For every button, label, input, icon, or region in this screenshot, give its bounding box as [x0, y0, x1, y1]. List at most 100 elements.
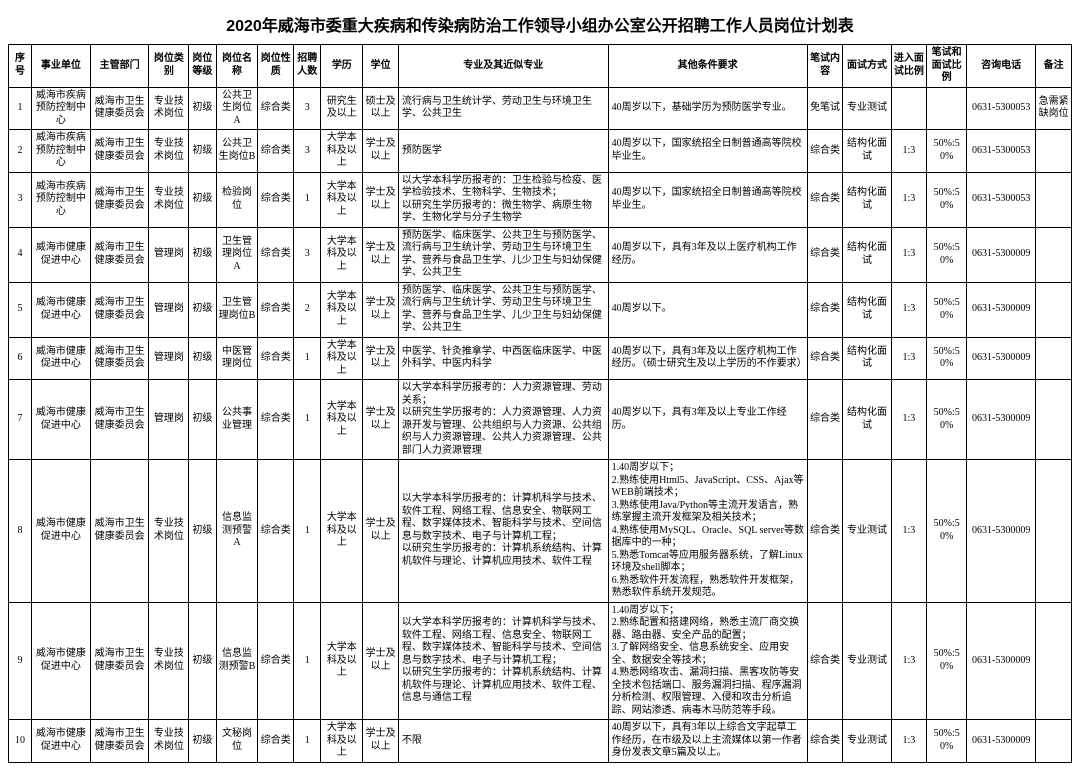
cell-plevel: 初级 — [189, 602, 216, 720]
cell-unit: 威海市疾病预防控制中心 — [32, 130, 91, 173]
cell-r2: 50%:50% — [927, 460, 967, 603]
cell-r2: 50%:50% — [927, 130, 967, 173]
table-row: 4威海市健康促进中心威海市卫生健康委员会管理岗初级卫生管理岗位A综合类3大学本科… — [9, 227, 1072, 282]
cell-other: 40周岁以下，具有3年及以上医疗机构工作经历。（硕士研究生及以上学历的不作要求） — [608, 337, 807, 380]
cell-pnat: 综合类 — [258, 460, 294, 603]
cell-pname: 信息监测预警A — [216, 460, 258, 603]
col-ratio2: 笔试和面试比例 — [927, 45, 967, 88]
cell-major: 流行病与卫生统计学、劳动卫生与环境卫生学、公共卫生 — [398, 87, 608, 130]
cell-dept: 威海市卫生健康委员会 — [90, 460, 149, 603]
cell-seq: 9 — [9, 602, 32, 720]
cell-note — [1036, 130, 1072, 173]
table-row: 10威海市健康促进中心威海市卫生健康委员会专业技术岗位初级文秘岗位综合类1大学本… — [9, 720, 1072, 763]
cell-exam: 综合类 — [807, 337, 843, 380]
cell-seq: 5 — [9, 282, 32, 337]
cell-phone: 0631-5300009 — [967, 337, 1036, 380]
cell-r1: 1:3 — [891, 380, 927, 460]
table-row: 7威海市健康促进中心威海市卫生健康委员会管理岗初级公共事业管理综合类1大学本科及… — [9, 380, 1072, 460]
cell-pnat: 综合类 — [258, 87, 294, 130]
cell-unit: 威海市疾病预防控制中心 — [32, 172, 91, 227]
cell-phone: 0631-5300009 — [967, 720, 1036, 763]
cell-seq: 10 — [9, 720, 32, 763]
cell-exam: 综合类 — [807, 602, 843, 720]
cell-note — [1036, 337, 1072, 380]
cell-r1: 1:3 — [891, 282, 927, 337]
cell-intv: 结构化面试 — [843, 172, 891, 227]
table-row: 1威海市疾病预防控制中心威海市卫生健康委员会专业技术岗位初级公共卫生岗位A综合类… — [9, 87, 1072, 130]
cell-exam: 综合类 — [807, 380, 843, 460]
cell-intv: 结构化面试 — [843, 337, 891, 380]
cell-note — [1036, 460, 1072, 603]
cell-exam: 综合类 — [807, 460, 843, 603]
cell-deg: 学士及以上 — [363, 227, 399, 282]
cell-num: 3 — [294, 227, 321, 282]
cell-deg: 学士及以上 — [363, 172, 399, 227]
cell-other: 40周岁以下。 — [608, 282, 807, 337]
cell-intv: 专业测试 — [843, 602, 891, 720]
cell-deg: 学士及以上 — [363, 282, 399, 337]
cell-dept: 威海市卫生健康委员会 — [90, 337, 149, 380]
cell-r1: 1:3 — [891, 460, 927, 603]
cell-deg: 学士及以上 — [363, 130, 399, 173]
cell-deg: 学士及以上 — [363, 602, 399, 720]
cell-intv: 结构化面试 — [843, 282, 891, 337]
cell-exam: 综合类 — [807, 172, 843, 227]
cell-plevel: 初级 — [189, 337, 216, 380]
cell-deg: 学士及以上 — [363, 380, 399, 460]
table-row: 8威海市健康促进中心威海市卫生健康委员会专业技术岗位初级信息监测预警A综合类1大… — [9, 460, 1072, 603]
cell-r2: 50%:50% — [927, 602, 967, 720]
cell-major: 以大学本科学历报考的：计算机科学与技术、软件工程、网络工程、信息安全、物联网工程… — [398, 460, 608, 603]
cell-note — [1036, 172, 1072, 227]
cell-seq: 3 — [9, 172, 32, 227]
cell-ptype: 专业技术岗位 — [149, 720, 189, 763]
cell-seq: 2 — [9, 130, 32, 173]
cell-other: 40周岁以下，具有3年及以上专业工作经历。 — [608, 380, 807, 460]
col-dept: 主管部门 — [90, 45, 149, 88]
cell-major: 以大学本科学历报考的：人力资源管理、劳动关系；以研究生学历报考的：人力资源管理、… — [398, 380, 608, 460]
cell-note — [1036, 282, 1072, 337]
cell-intv: 专业测试 — [843, 460, 891, 603]
cell-seq: 8 — [9, 460, 32, 603]
cell-r1: 1:3 — [891, 337, 927, 380]
col-edu: 学历 — [321, 45, 363, 88]
cell-note — [1036, 227, 1072, 282]
cell-major: 不限 — [398, 720, 608, 763]
cell-major: 预防医学、临床医学、公共卫生与预防医学、流行病与卫生统计学、劳动卫生与环境卫生学… — [398, 282, 608, 337]
cell-phone: 0631-5300009 — [967, 227, 1036, 282]
cell-r2: 50%:50% — [927, 337, 967, 380]
plan-table: 序号 事业单位 主管部门 岗位类别 岗位等级 岗位名称 岗位性质 招聘人数 学历… — [8, 44, 1072, 763]
cell-intv: 结构化面试 — [843, 227, 891, 282]
table-row: 9威海市健康促进中心威海市卫生健康委员会专业技术岗位初级信息监测预警B综合类1大… — [9, 602, 1072, 720]
col-pnat: 岗位性质 — [258, 45, 294, 88]
cell-dept: 威海市卫生健康委员会 — [90, 172, 149, 227]
cell-pname: 信息监测预警B — [216, 602, 258, 720]
header-row: 序号 事业单位 主管部门 岗位类别 岗位等级 岗位名称 岗位性质 招聘人数 学历… — [9, 45, 1072, 88]
cell-num: 1 — [294, 337, 321, 380]
table-row: 2威海市疾病预防控制中心威海市卫生健康委员会专业技术岗位初级公共卫生岗位B综合类… — [9, 130, 1072, 173]
cell-intv: 结构化面试 — [843, 380, 891, 460]
cell-num: 3 — [294, 130, 321, 173]
cell-dept: 威海市卫生健康委员会 — [90, 130, 149, 173]
col-note: 备注 — [1036, 45, 1072, 88]
cell-deg: 学士及以上 — [363, 337, 399, 380]
col-num: 招聘人数 — [294, 45, 321, 88]
col-other: 其他条件要求 — [608, 45, 807, 88]
cell-num: 3 — [294, 87, 321, 130]
cell-other: 40周岁以下，国家统招全日制普通高等院校毕业生。 — [608, 130, 807, 173]
cell-note — [1036, 380, 1072, 460]
cell-seq: 6 — [9, 337, 32, 380]
cell-pnat: 综合类 — [258, 130, 294, 173]
cell-ptype: 管理岗 — [149, 380, 189, 460]
col-ptype: 岗位类别 — [149, 45, 189, 88]
cell-ptype: 专业技术岗位 — [149, 460, 189, 603]
cell-edu: 大学本科及以上 — [321, 460, 363, 603]
col-unit: 事业单位 — [32, 45, 91, 88]
cell-other: 1.40周岁以下；2.熟练使用Html5、JavaScript、CSS、Ajax… — [608, 460, 807, 603]
cell-major: 预防医学 — [398, 130, 608, 173]
cell-pnat: 综合类 — [258, 227, 294, 282]
cell-ptype: 管理岗 — [149, 227, 189, 282]
cell-major: 中医学、针灸推拿学、中西医临床医学、中医外科学、中医内科学 — [398, 337, 608, 380]
cell-ptype: 专业技术岗位 — [149, 602, 189, 720]
cell-plevel: 初级 — [189, 87, 216, 130]
cell-note — [1036, 602, 1072, 720]
